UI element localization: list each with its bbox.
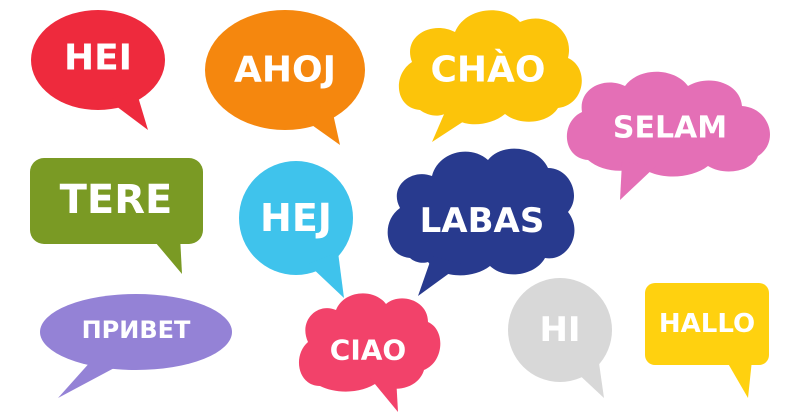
- bubble-ciao-body: [298, 293, 441, 392]
- bubble-ciao-text: CIAO: [330, 334, 406, 367]
- bubble-hej-tail: [308, 252, 344, 298]
- bubble-hej-body: [239, 161, 353, 275]
- bubble-selam: SELAM: [566, 71, 770, 200]
- bubble-tere-tail: [150, 236, 182, 274]
- bubble-labas: LABAS: [387, 148, 575, 296]
- bubble-chao: CHÀO: [398, 10, 582, 142]
- bubble-hej: HEJ: [239, 161, 353, 298]
- bubble-labas-body: [387, 148, 575, 276]
- bubble-hei-text: HEI: [64, 38, 132, 79]
- bubble-privet-body: [40, 294, 232, 370]
- bubble-ahoj-body: [205, 10, 365, 130]
- bubble-ciao-tail: [370, 376, 398, 412]
- bubble-privet: ПРИВЕТ: [40, 294, 232, 398]
- bubble-hei-body: [31, 10, 165, 110]
- bubble-privet-tail: [58, 360, 118, 398]
- bubble-hei: HEI: [31, 10, 165, 130]
- bubble-selam-text: SELAM: [613, 111, 727, 146]
- bubble-hallo: HALLO: [645, 283, 769, 398]
- bubble-labas-text: LABAS: [420, 201, 545, 241]
- bubble-hi: HI: [508, 278, 612, 398]
- bubble-ahoj-text: AHOJ: [234, 50, 336, 91]
- bubble-hallo-tail: [726, 360, 752, 398]
- bubble-privet-text: ПРИВЕТ: [82, 316, 191, 344]
- bubble-hej-text: HEJ: [260, 196, 332, 240]
- bubble-ahoj: AHOJ: [205, 10, 365, 145]
- bubble-chao-tail: [432, 105, 478, 142]
- bubble-tere: TERE: [30, 158, 203, 274]
- bubble-hallo-body: [645, 283, 769, 365]
- bubble-selam-body: [566, 71, 770, 177]
- bubble-hi-text: HI: [539, 310, 580, 350]
- bubble-ahoj-tail: [302, 100, 340, 145]
- bubble-ciao: CIAO: [298, 293, 441, 412]
- bubble-tere-body: [30, 158, 203, 244]
- bubble-hallo-text: HALLO: [659, 309, 755, 339]
- bubble-selam-tail: [620, 162, 656, 200]
- bubble-labas-tail: [418, 256, 462, 296]
- bubble-tere-text: TERE: [60, 177, 173, 223]
- bubble-hei-tail: [108, 90, 148, 130]
- bubble-hi-tail: [574, 356, 604, 398]
- bubble-hi-body: [508, 278, 612, 382]
- bubble-chao-body: [398, 10, 582, 125]
- bubble-chao-text: CHÀO: [430, 49, 545, 91]
